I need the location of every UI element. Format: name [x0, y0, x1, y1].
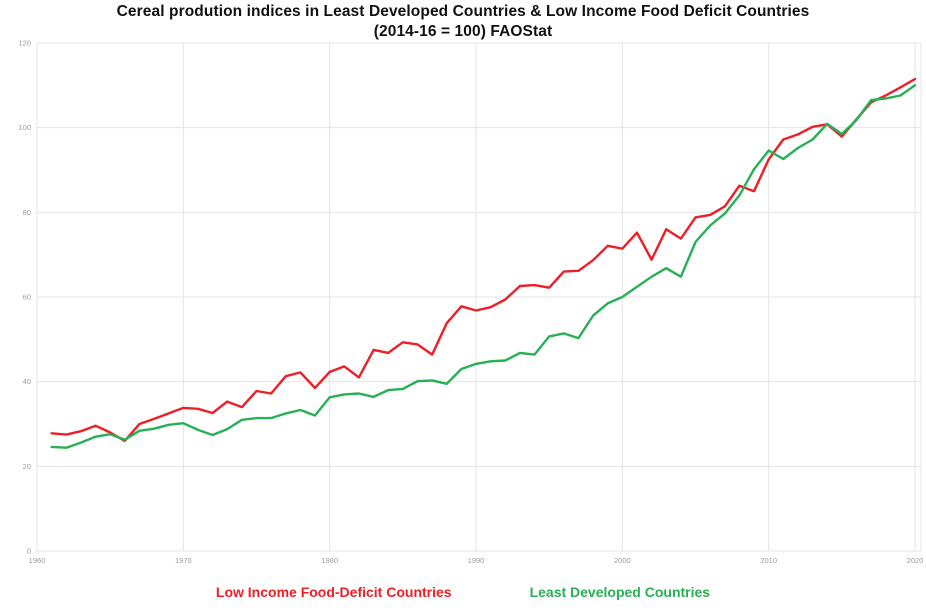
legend: Low Income Food-Deficit Countries Least …: [0, 584, 926, 600]
chart-subtitle: (2014-16 = 100) FAOStat: [373, 23, 553, 40]
x-tick-label: 2000: [614, 556, 631, 565]
x-tick-label: 2010: [760, 556, 777, 565]
series-line-ldc: [50, 84, 917, 449]
x-tick-label: 1980: [321, 556, 338, 565]
y-tick-label: 80: [23, 208, 31, 217]
chart-title: Cereal prodution indices in Least Develo…: [116, 3, 810, 20]
x-tick-label: 1990: [468, 556, 485, 565]
x-tick-label: 1970: [175, 556, 192, 565]
x-tick-label: 1960: [29, 556, 46, 565]
x-tick-label: 2020: [907, 556, 924, 565]
series-line-lifdc: [50, 77, 917, 443]
y-tick-label: 0: [27, 547, 31, 556]
y-tick-label: 60: [23, 293, 31, 302]
chart-title-block: Cereal prodution indices in Least Develo…: [0, 2, 926, 42]
y-tick-label: 120: [18, 39, 31, 48]
y-tick-label: 100: [18, 123, 31, 132]
legend-item-lifdc[interactable]: Low Income Food-Deficit Countries: [215, 584, 452, 600]
y-tick-label: 40: [23, 377, 31, 386]
legend-item-ldc[interactable]: Least Developed Countries: [529, 584, 711, 600]
y-tick-label: 20: [23, 462, 31, 471]
